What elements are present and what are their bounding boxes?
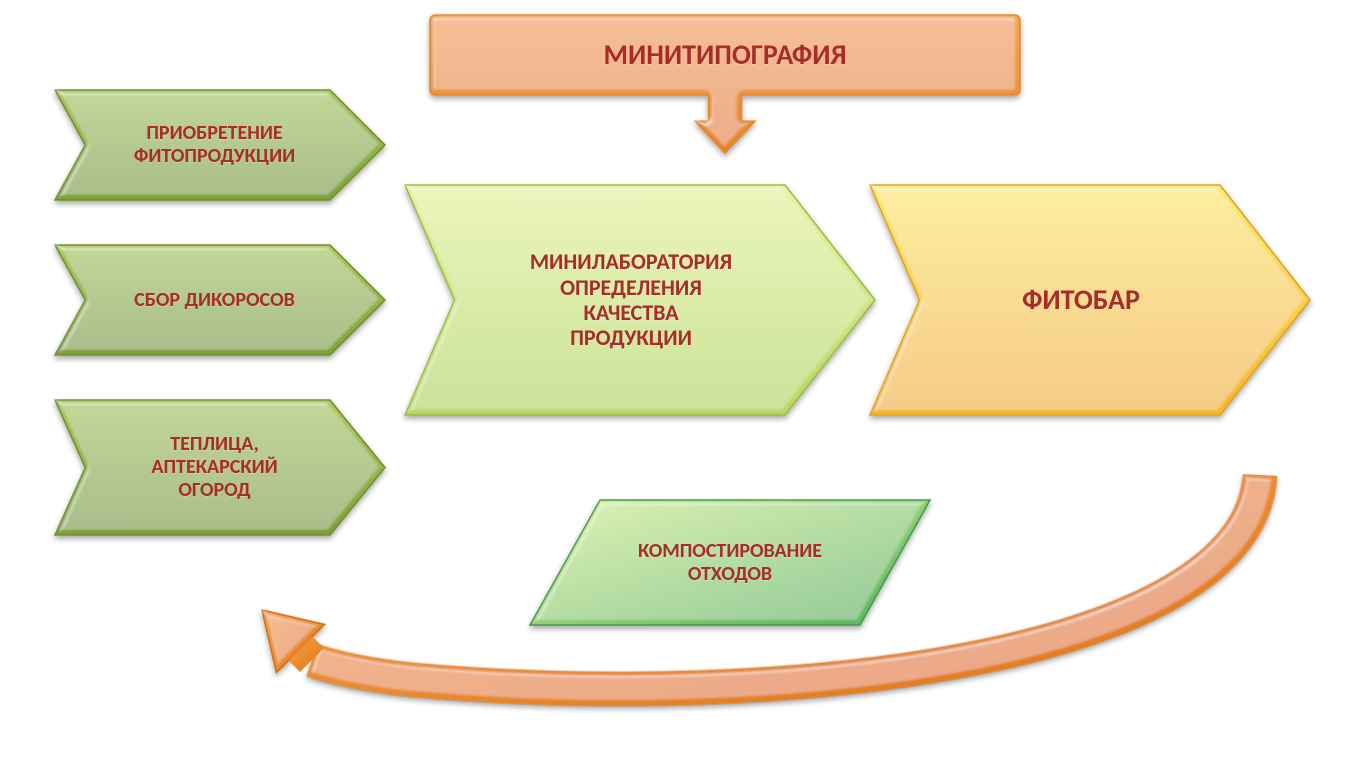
left-3-shape	[55, 400, 385, 535]
top-banner-shape	[430, 15, 1020, 153]
compost-shape	[530, 500, 930, 625]
left-2-shape	[55, 245, 385, 355]
left-1-shape	[55, 90, 385, 200]
mid-shape	[405, 185, 875, 415]
diagram-svg	[0, 0, 1365, 766]
right-shape	[870, 185, 1310, 415]
diagram-stage: МИНИТИПОГРАФИЯПРИОБРЕТЕНИЕ ФИТОПРОДУКЦИИ…	[0, 0, 1365, 766]
